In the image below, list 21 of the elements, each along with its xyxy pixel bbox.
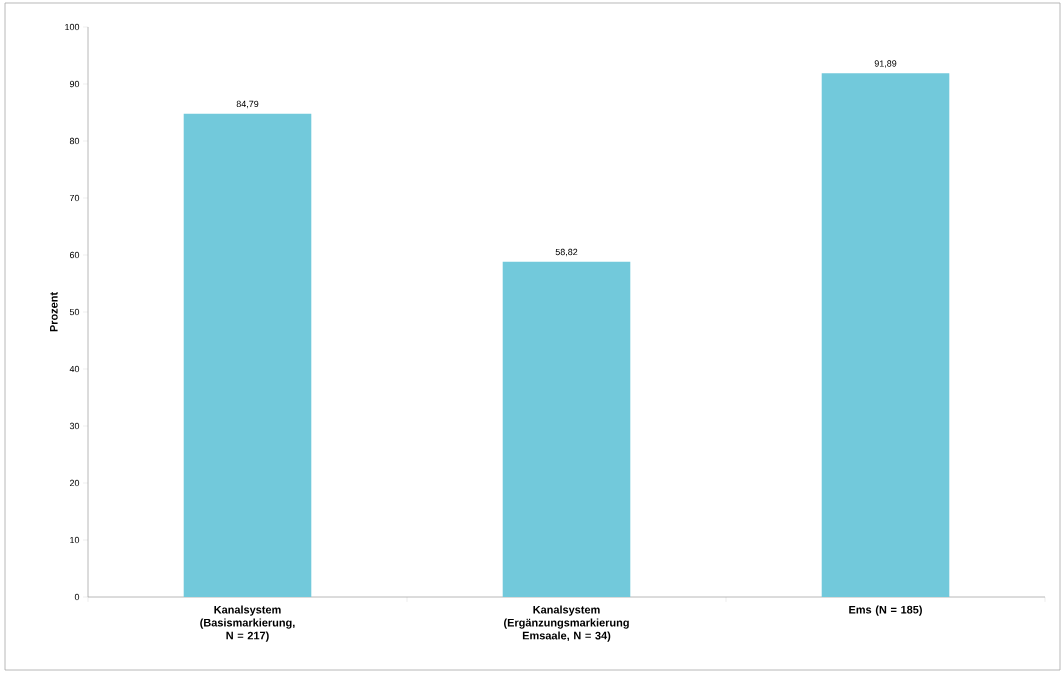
x-tick-label: Kanalsystem (Basismarkierung, N = 217) [200,605,295,642]
y-tick-label: 20 [69,479,80,487]
data-label: 58,82 [555,248,578,257]
data-label: 91,89 [874,60,897,68]
x-tick-label: Ems (N = 185) [849,605,922,616]
y-tick-label: 60 [69,251,80,259]
y-axis-title: Prozent [50,292,58,332]
y-tick-label: 50 [69,308,80,316]
y-tick-label: 40 [69,365,80,373]
x-tick-label: Kanalsystem (Ergänzungsmarkierung Emsaale, N = 34) [504,605,629,642]
y-tick-label: 70 [69,194,80,202]
y-tick-label: 0 [74,593,80,601]
data-label: 84,79 [236,100,259,109]
bar [183,113,312,597]
y-tick-label: 90 [69,80,80,88]
y-tick-label: 80 [69,137,80,145]
y-tick-label: 30 [69,422,80,430]
y-tick-label: 100 [65,23,80,31]
bar [502,261,631,597]
bar [821,73,950,597]
y-tick-label: 10 [70,536,80,544]
